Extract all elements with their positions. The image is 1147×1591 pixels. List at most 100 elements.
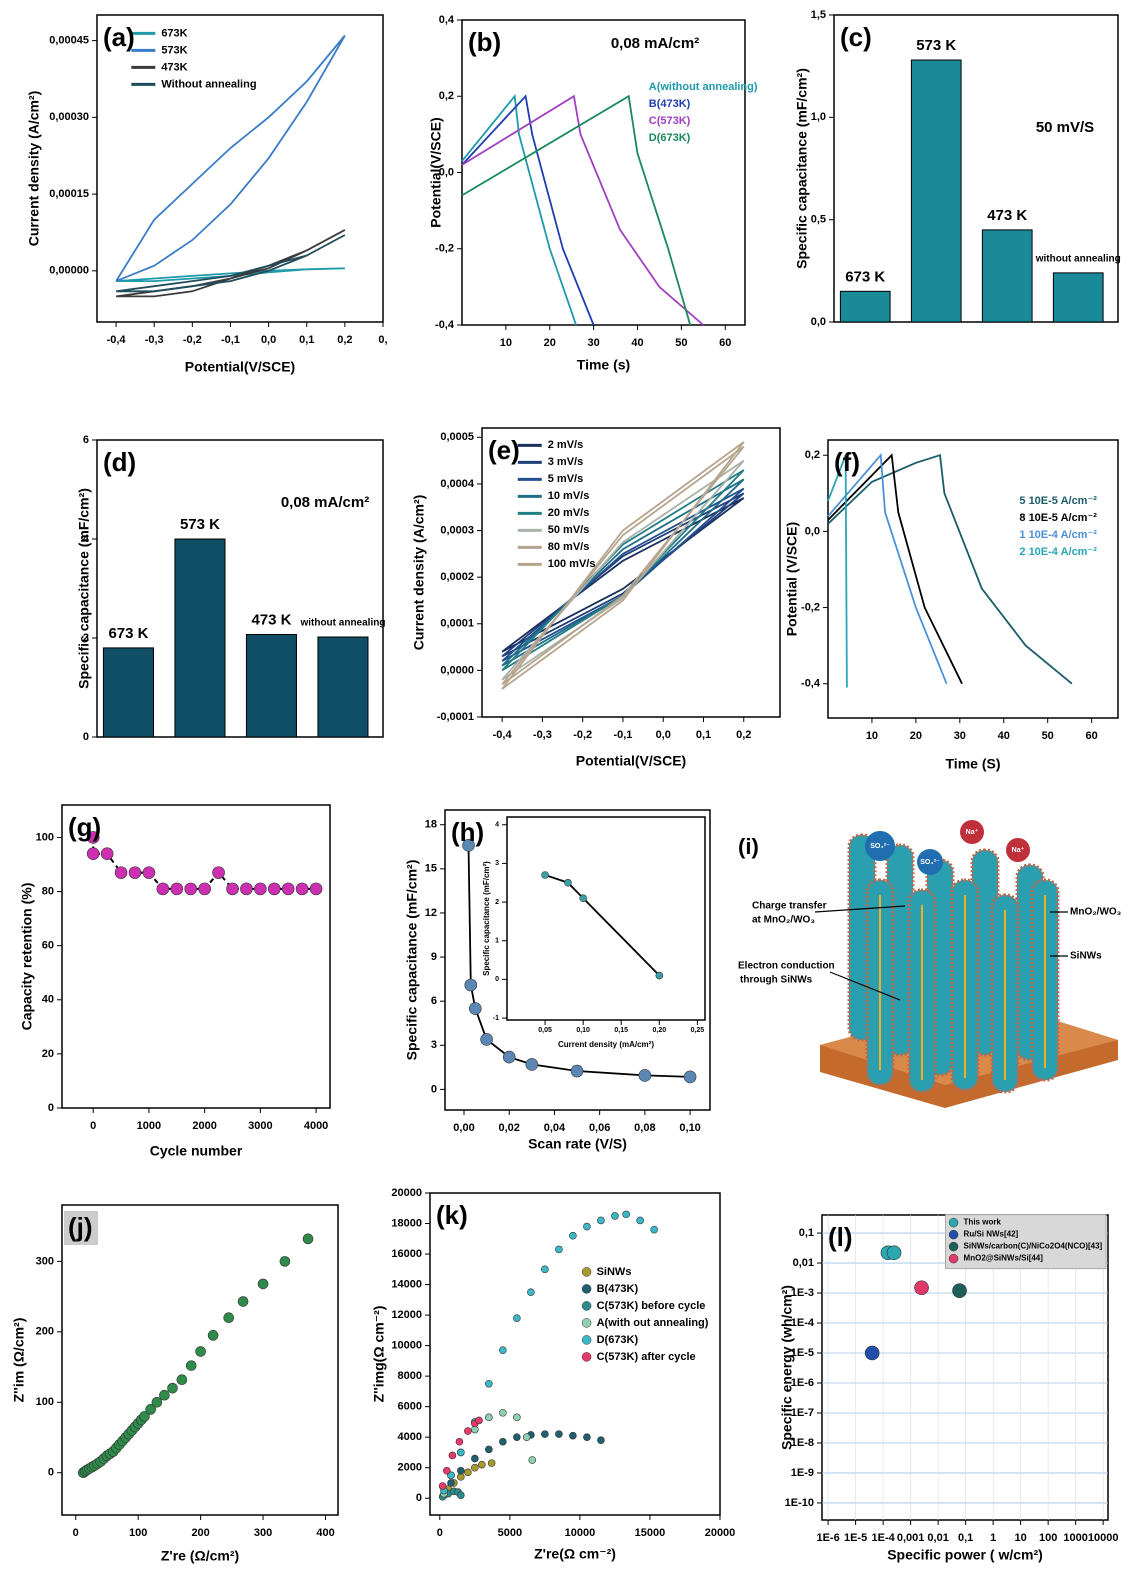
legend-label: 3 mV/s — [548, 456, 583, 468]
bar-category-label: without annealing — [1035, 254, 1121, 265]
x-tick-label: 0 — [73, 1527, 79, 1539]
data-point — [240, 882, 253, 896]
data-point — [478, 1460, 486, 1469]
chart-panel: 0 100 200 300 0 100 200 300 400 Z're (Ω/cm²) Z''im… — [11, 1204, 339, 1564]
series-line — [501, 441, 745, 690]
x-tick-label: 15000 — [635, 1527, 666, 1539]
bar — [174, 538, 226, 738]
data-point — [499, 1346, 507, 1354]
chart-panel: 0,00000 0,00015 0,00030 0,00045 -0,4 -0,3 -0,2… — [26, 14, 388, 375]
conduction-arrows — [879, 895, 1046, 1080]
y-tick-label: -0,2 — [801, 601, 820, 613]
data-point — [886, 1245, 902, 1261]
legend-label: D(673K) — [649, 132, 691, 144]
y-axis-label: Potential (V/SCE) — [784, 522, 800, 636]
y-tick-label: 4 — [83, 533, 90, 545]
nanowire-diagram: (i) Charge transfer at MnO₂/WO₃ MnO₂/WO₃… — [738, 820, 1122, 1108]
legend-marker — [948, 1229, 959, 1240]
data-point — [281, 882, 295, 896]
x-tick-label: 100 — [129, 1527, 147, 1539]
x-tick-label: 30 — [954, 730, 966, 742]
y-tick-label: 2 — [495, 899, 499, 906]
y-tick-label: 80 — [42, 885, 54, 897]
annotation: 0,08 mA/cm² — [611, 35, 699, 52]
y-tick-label: -0,2 — [435, 243, 454, 255]
bar-category-label: 573 K — [180, 516, 220, 533]
panel-label: (g) — [68, 812, 101, 842]
y-tick-label: 6 — [431, 995, 437, 1007]
y-tick-label: 16000 — [391, 1248, 422, 1260]
x-tick-label: 0,15 — [614, 1027, 628, 1034]
data-point — [257, 1278, 269, 1290]
series-line — [461, 94, 595, 326]
series-line — [501, 497, 745, 653]
legend-marker — [581, 1352, 592, 1362]
plot-frame — [827, 439, 1119, 719]
x-tick-label: 0,01 — [927, 1532, 948, 1544]
data-point — [513, 1314, 521, 1322]
y-tick-label: 0,00015 — [49, 188, 89, 200]
y-tick-label: 0,5 — [811, 214, 826, 226]
x-axis-label: Potential(V/SCE) — [576, 753, 686, 769]
legend-marker — [581, 1284, 592, 1294]
data-point — [541, 1430, 549, 1438]
y-tick-label: 40 — [42, 994, 54, 1006]
data-point — [176, 1374, 188, 1386]
x-axis-label: Cycle number — [150, 1143, 243, 1159]
y-tick-label: 12000 — [391, 1309, 422, 1321]
y-tick-label: 1E-3 — [791, 1287, 814, 1299]
plot-frame — [506, 816, 706, 1021]
legend-label: A(without annealing) — [649, 81, 758, 93]
data-point — [597, 1216, 605, 1225]
data-point — [952, 1283, 967, 1298]
bar-category-label: 573 K — [916, 37, 956, 54]
x-tick-label: 1000 — [1063, 1532, 1087, 1544]
legend-label: MnO2@SiNWs/Si[44] — [964, 1254, 1044, 1263]
series-line — [116, 267, 345, 282]
x-tick-label: 0,001 — [897, 1532, 925, 1544]
data-point — [237, 1296, 249, 1307]
x-tick-label: 0,0 — [261, 334, 276, 346]
x-tick-label: 30 — [588, 337, 600, 349]
x-tick-label: 1E-5 — [844, 1532, 867, 1544]
data-point — [480, 1033, 493, 1046]
y-tick-label: 0,00000 — [49, 265, 89, 277]
data-point — [638, 1069, 652, 1082]
y-tick-label: -1 — [493, 1015, 499, 1022]
bar-category-label: without annealing — [299, 618, 385, 629]
y-tick-label: 1,5 — [811, 9, 826, 21]
y-tick-label: 1E-6 — [791, 1377, 814, 1389]
plot-frame — [461, 19, 746, 326]
y-tick-label: 6000 — [398, 1401, 422, 1413]
ion — [1006, 838, 1030, 862]
legend-label: C(573K) before cycle — [597, 1300, 706, 1312]
x-tick-label: -0,3 — [145, 334, 164, 346]
x-tick-label: 50 — [1042, 730, 1054, 742]
data-point — [468, 1002, 482, 1015]
y-tick-label: 12 — [425, 907, 437, 919]
x-tick-label: 40 — [998, 730, 1010, 742]
ion — [865, 831, 895, 861]
panel-label: (e) — [488, 435, 520, 465]
legend-label: 1 10E-4 A/cm⁻² — [1019, 529, 1097, 541]
y-tick-label: 3 — [431, 1039, 437, 1051]
legend-label: 8 10E-5 A/cm⁻² — [1019, 512, 1097, 524]
data-point — [622, 1210, 630, 1219]
data-point — [914, 1280, 929, 1296]
callout-text: Electron conduction — [738, 961, 835, 972]
x-tick-label: 50 — [675, 337, 687, 349]
y-tick-label: 1E-9 — [791, 1467, 814, 1479]
panel-label: (i) — [738, 834, 759, 859]
x-tick-label: -0,1 — [221, 334, 240, 346]
y-tick-label: 0,2 — [439, 90, 454, 102]
data-point — [302, 1233, 314, 1245]
x-tick-label: 4000 — [304, 1120, 328, 1132]
series-line — [115, 234, 346, 293]
y-tick-label: 2 — [83, 632, 89, 644]
series-line — [461, 93, 577, 326]
data-point — [198, 882, 211, 896]
bar — [981, 229, 1033, 323]
y-tick-label: 0 — [495, 976, 499, 983]
data-point — [464, 1468, 472, 1477]
x-tick-label: -0,4 — [493, 729, 513, 741]
